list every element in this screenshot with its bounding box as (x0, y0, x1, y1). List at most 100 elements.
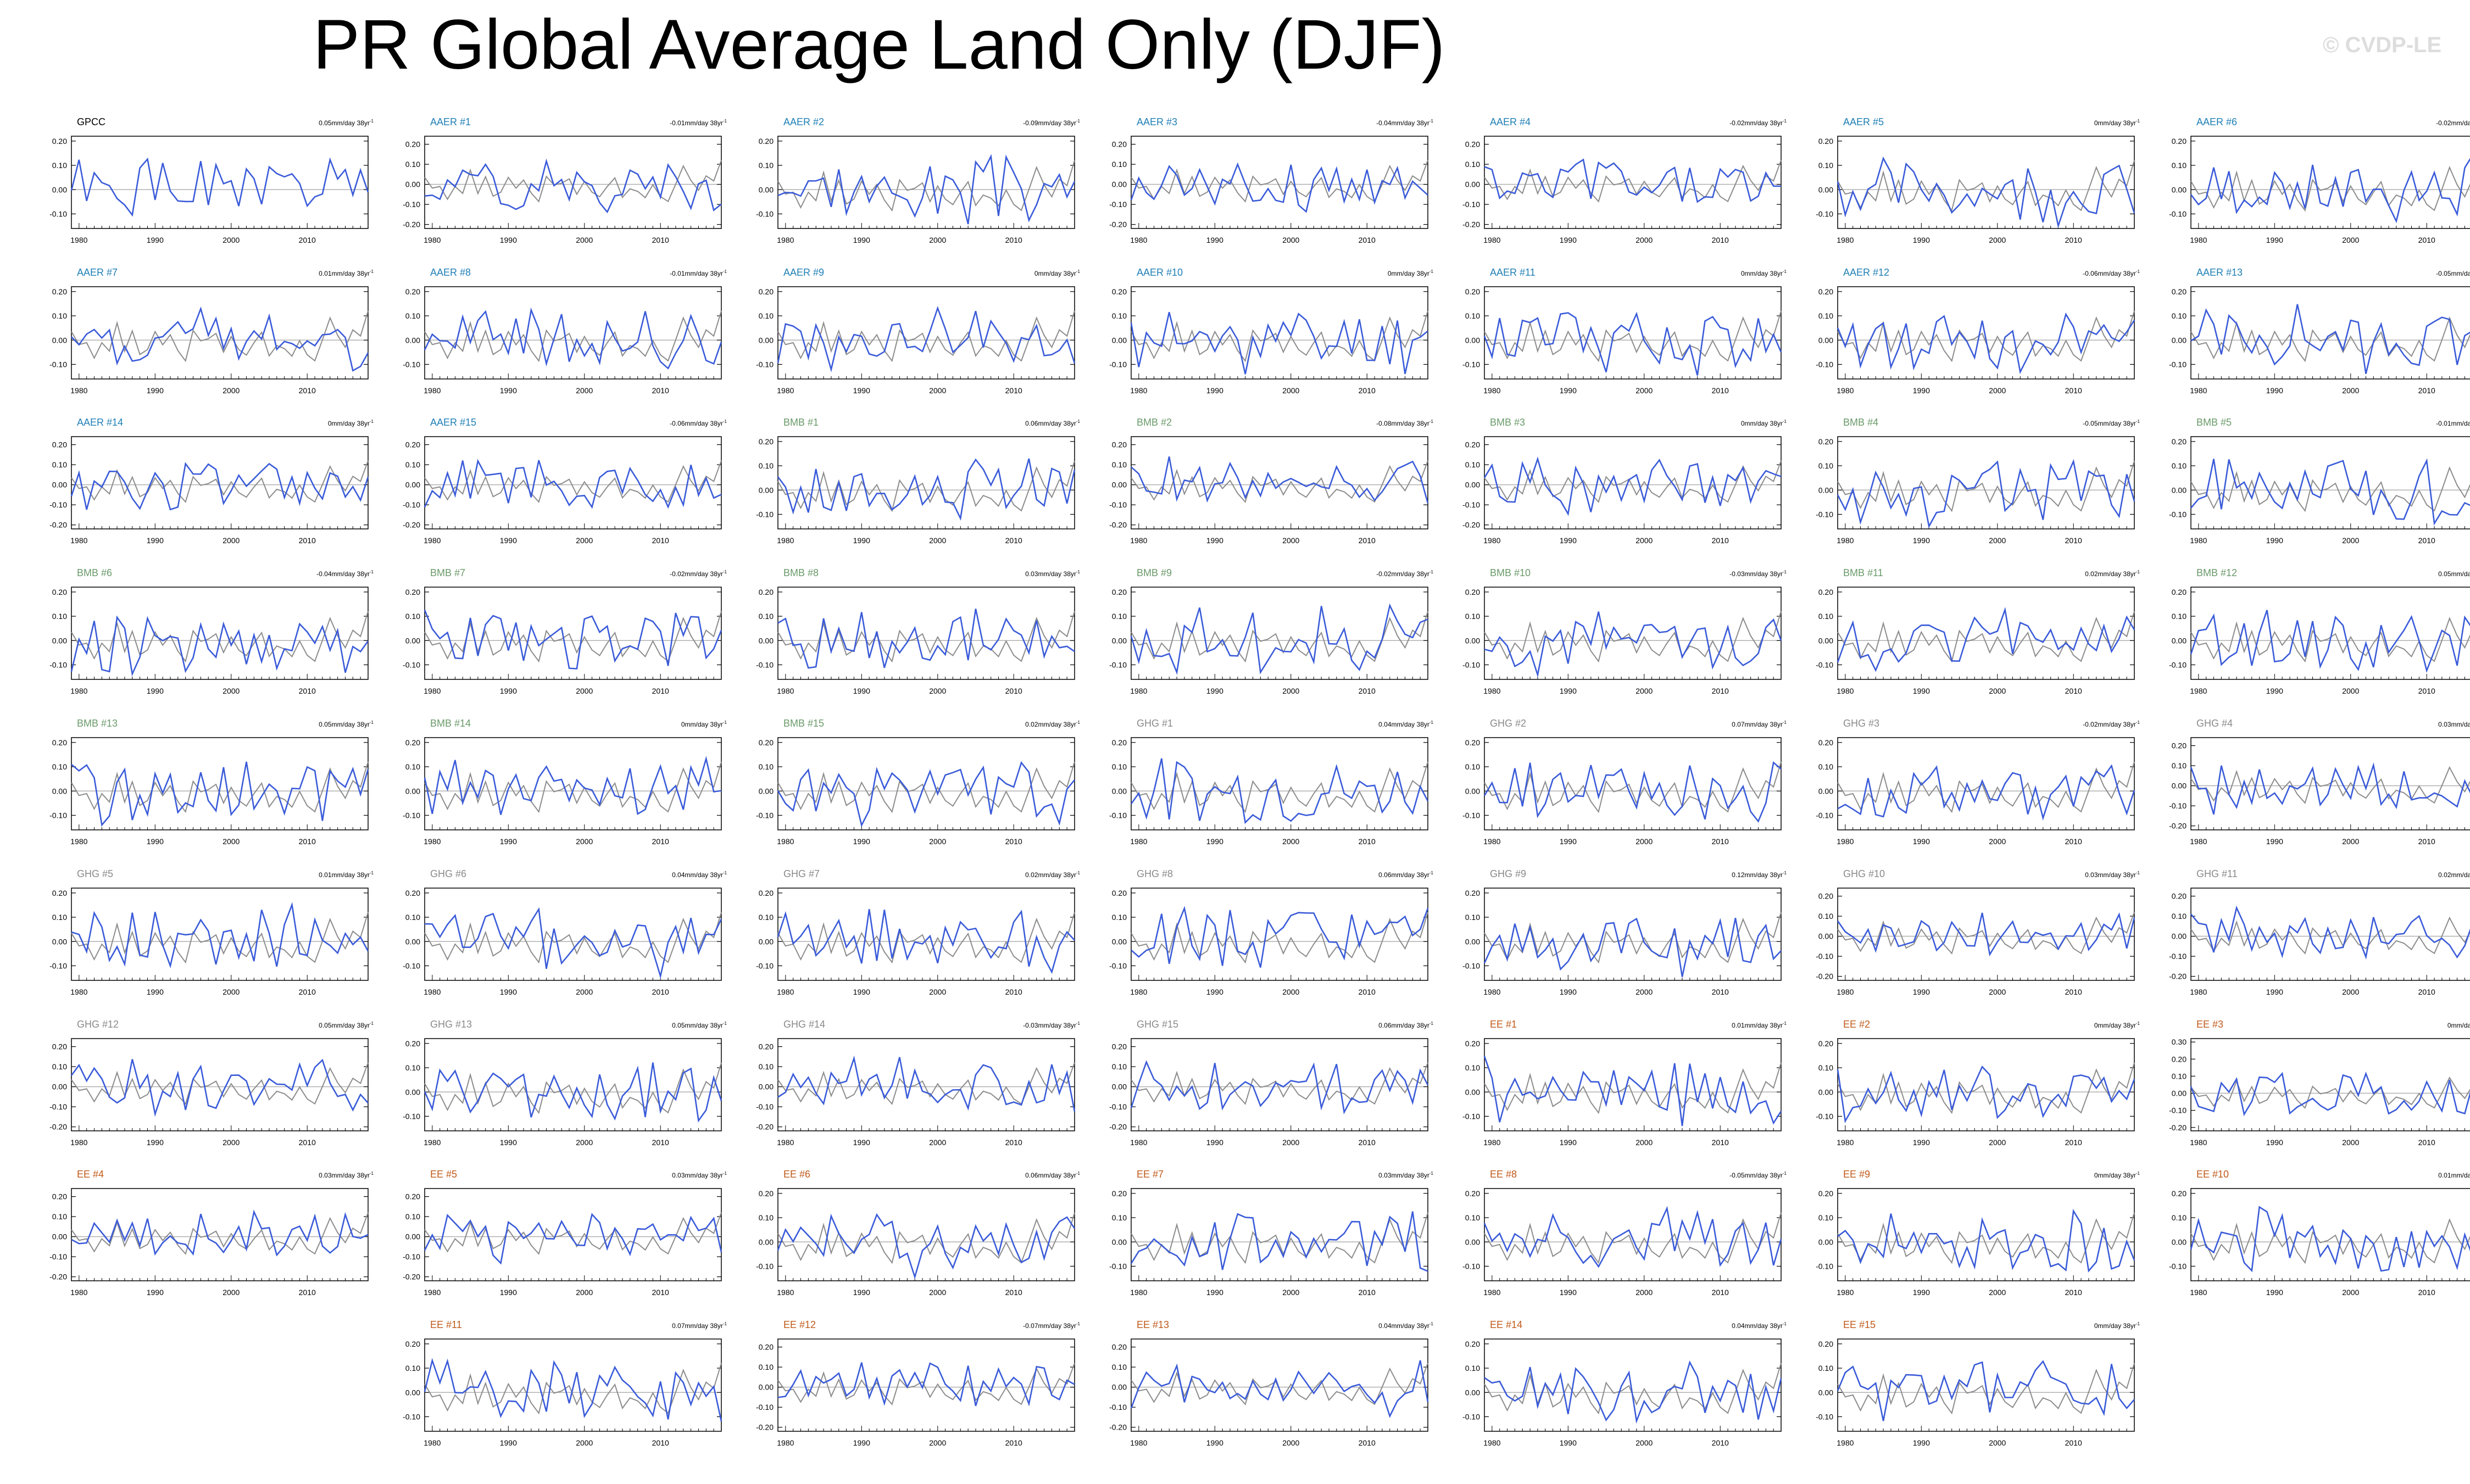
member-series-line (1484, 611, 1782, 678)
y-tick-label: -0.10 (403, 1412, 420, 1421)
x-tick-label: 2000 (1635, 236, 1653, 244)
panel-aaer-11: AAER #11 0mm/day 38yr-1 0.20 0.10 0.00 -0.10 1… (1451, 267, 1792, 413)
panel-title: BMB #11 (1843, 567, 1883, 578)
x-tick-label: 1980 (1837, 236, 1854, 244)
y-tick-label: 0.20 (2172, 892, 2187, 901)
panel-plot: 0.20 0.10 0.00 -0.10 1980 1990 2000 2010 (2169, 136, 2470, 244)
member-series-line (1837, 1209, 2135, 1273)
plot-frame (1837, 136, 2135, 229)
y-tick-label: 0.20 (52, 287, 67, 296)
member-series-line (777, 458, 1076, 521)
panel-title: AAER #3 (1137, 116, 1178, 127)
y-tick-label: 0.10 (52, 460, 67, 469)
panel-ghg-15: GHG #15 0.06mm/day 38yr-1 0.20 0.10 0.00 -0.1… (1098, 1019, 1439, 1165)
y-tick-label: 0.00 (1465, 1237, 1480, 1246)
panel-trend-label: 0mm/day 38yr-1 (2447, 1022, 2470, 1029)
y-tick-label: 0.20 (1818, 588, 1833, 596)
member-series-line (70, 157, 369, 217)
y-tick-label: 0.10 (405, 612, 420, 621)
panel-title: BMB #5 (2196, 417, 2232, 428)
x-tick-label: 2010 (2065, 1138, 2082, 1147)
x-tick-label: 1980 (2190, 988, 2207, 996)
panel-trend-label: 0.03mm/day 38yr-1 (2438, 721, 2470, 728)
panel-trend-label: 0mm/day 38yr-1 (2094, 1021, 2140, 1029)
y-tick-label: -0.10 (49, 209, 67, 218)
panel-title: BMB #8 (783, 567, 819, 578)
y-tick-label: 0.10 (405, 1212, 420, 1221)
plot-frame (424, 587, 722, 680)
y-tick-label: -0.10 (1462, 200, 1480, 209)
panel-ee-14: EE #14 0.04mm/day 38yr-1 0.20 0.10 0.00 -0.10… (1451, 1319, 1792, 1465)
x-tick-label: 1980 (1130, 1138, 1147, 1147)
member-series-line (1130, 1211, 1428, 1272)
plot-frame (777, 587, 1075, 680)
x-tick-label: 1990 (1206, 536, 1223, 545)
member-series-line (70, 462, 369, 511)
x-tick-label: 2000 (1635, 988, 1653, 996)
plot-frame (2190, 1188, 2470, 1281)
x-tick-label: 2000 (576, 1138, 593, 1147)
y-tick-label: 0.00 (2172, 636, 2187, 645)
y-tick-label: -0.10 (2169, 1106, 2187, 1115)
y-tick-label: 0.10 (2172, 1213, 2187, 1222)
x-tick-label: 2000 (1635, 1288, 1653, 1297)
panel-aaer-1: AAER #1 -0.01mm/day 38yr-1 0.20 0.10 0.00 -0.… (392, 116, 732, 263)
y-tick-label: 0.00 (1112, 481, 1127, 489)
page-title: PR Global Average Land Only (DJF) (313, 5, 1445, 84)
x-tick-label: 2010 (652, 1138, 669, 1147)
y-tick-label: 0.00 (1112, 1083, 1127, 1091)
x-tick-label: 2000 (2342, 536, 2359, 545)
panel-title: BMB #15 (783, 718, 825, 729)
y-tick-label: 0.20 (1112, 1042, 1127, 1051)
x-tick-label: 2010 (1005, 687, 1022, 695)
panel-ghg-14: GHG #14 -0.03mm/day 38yr-1 0.20 0.10 0.00 -0.… (745, 1019, 1086, 1165)
plot-frame (1837, 1338, 2135, 1432)
panel-aaer-9: AAER #9 0mm/day 38yr-1 0.20 0.10 0.00 -0.10 19… (745, 267, 1086, 413)
x-tick-label: 2000 (1635, 687, 1653, 695)
panel-trend-label: 0.01mm/day 38yr-1 (319, 269, 374, 277)
panel-plot: 0.20 0.10 0.00 -0.10 1980 1990 2000 2010 (756, 286, 1076, 395)
panel-bmb-10: BMB #10 -0.03mm/day 38yr-1 0.20 0.10 0.00 -0.… (1451, 567, 1792, 713)
y-tick-label: 0.20 (52, 1192, 67, 1201)
x-tick-label: 1980 (70, 837, 87, 846)
ensemble-series-line (71, 1212, 369, 1255)
x-tick-label: 2000 (1989, 536, 2006, 545)
panel-ghg-10: GHG #10 0.03mm/day 38yr-1 0.20 0.10 0.00 -0.1… (1805, 868, 2145, 1014)
x-tick-label: 1980 (2190, 236, 2207, 244)
panel-title: GHG #11 (2196, 868, 2238, 879)
x-tick-label: 1980 (70, 988, 87, 996)
panel-plot: 0.20 0.10 0.00 -0.10 1980 1990 2000 2010 (1109, 737, 1429, 846)
panel-title: BMB #10 (1490, 567, 1531, 578)
y-tick-label: 0.10 (2172, 1072, 2187, 1080)
x-tick-label: 2000 (2342, 988, 2359, 996)
member-series-line (1484, 158, 1782, 203)
x-tick-label: 2000 (222, 687, 240, 695)
x-tick-label: 1990 (1206, 837, 1223, 846)
panel-title: AAER #13 (2196, 267, 2243, 278)
x-tick-label: 2000 (1989, 1138, 2006, 1147)
plot-frame (1484, 888, 1782, 981)
panel-title: AAER #6 (2196, 116, 2238, 127)
x-tick-label: 2000 (1282, 837, 1299, 846)
x-tick-label: 1990 (1560, 536, 1577, 545)
x-tick-label: 2000 (929, 988, 946, 996)
panel-plot: 0.20 0.10 0.00 -0.10 1980 1990 2000 2010 (1109, 888, 1429, 996)
member-series-line (424, 459, 722, 509)
panel-bmb-12: BMB #12 0.05mm/day 38yr-1 0.20 0.10 0.00 -0.1… (2158, 567, 2470, 713)
plot-frame (424, 286, 722, 380)
member-series-line (1483, 917, 1782, 977)
y-tick-label: -0.20 (403, 521, 420, 529)
ensemble-series-line (2190, 1076, 2470, 1109)
y-tick-label: 0.10 (759, 161, 774, 170)
x-tick-label: 1990 (2266, 988, 2283, 996)
panel-trend-label: -0.04mm/day 38yr-1 (316, 570, 374, 578)
panel-title: GHG #5 (77, 868, 114, 879)
x-tick-label: 2000 (1635, 1138, 1653, 1147)
y-tick-label: 0.20 (2172, 588, 2187, 596)
x-tick-label: 1980 (2190, 837, 2207, 846)
y-tick-label: 0.20 (1818, 287, 1833, 296)
plot-frame (777, 1338, 1075, 1432)
panel-trend-label: -0.02mm/day 38yr-1 (1729, 119, 1787, 127)
